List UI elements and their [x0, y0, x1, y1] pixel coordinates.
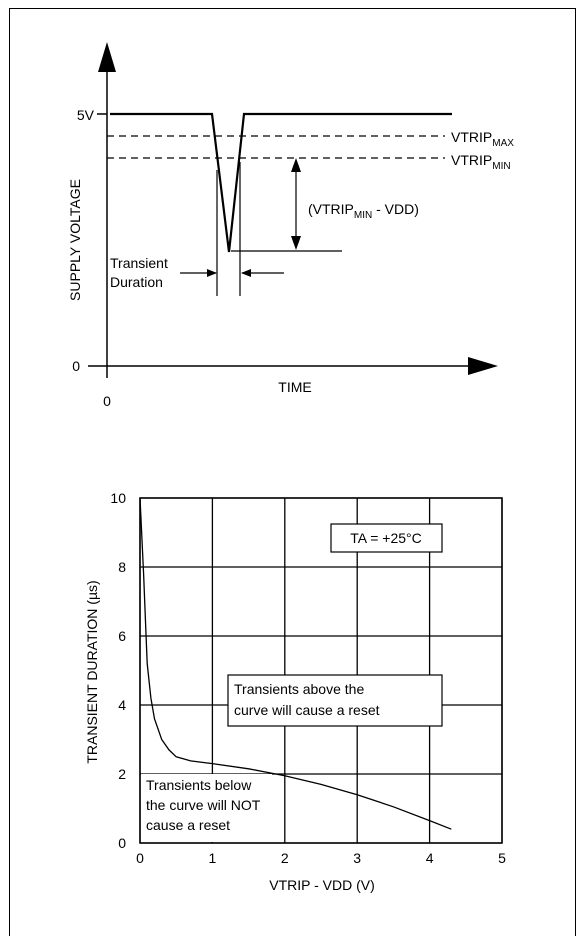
tick-label-0v: 0 — [72, 358, 80, 374]
diagram-y-axis-arrowhead — [98, 42, 116, 72]
transient-duration-chart: 0 1 2 3 4 5 0 2 4 6 8 10 TRANSIENT DURATION (µs) V… — [84, 490, 506, 893]
diagram-x-axis-arrowhead — [468, 357, 498, 375]
y-tick-label-4: 8 — [118, 559, 126, 575]
annotation-below-box — [141, 774, 272, 842]
y-tick-label-0: 0 — [118, 835, 126, 851]
y-tick-label-2: 4 — [118, 697, 126, 713]
difference-arrow-up — [291, 158, 301, 172]
x-tick-label-3: 3 — [353, 850, 361, 866]
transient-label-line1: Transient — [110, 255, 168, 271]
annotation-below-line3: cause a reset — [146, 817, 230, 833]
vtrip-max-label: VTRIPMAX — [451, 129, 514, 149]
condition-label-box — [330, 523, 443, 553]
annotation-above-line2: curve will cause a reset — [234, 702, 380, 718]
annotation-above-box — [227, 674, 443, 727]
condition-label: TA = +25°C — [350, 530, 422, 546]
annotation-below-line1: Transients below — [146, 777, 252, 793]
chart-plot-border — [139, 497, 503, 844]
supply-voltage-diagram: 5V 0 0 SUPPLY VOLTAGE TIME VTRIPMAX VTRI… — [67, 42, 514, 409]
vtrip-min-label-sub: MIN — [492, 161, 510, 172]
annotation-below-line2: the curve will NOT — [146, 797, 261, 813]
difference-label: (VTRIPMIN - VDD) — [308, 201, 419, 221]
x-tick-label-4: 4 — [426, 850, 434, 866]
supply-waveform — [110, 112, 452, 253]
chart-x-tick-labels: 0 1 2 3 4 5 — [136, 850, 506, 866]
chart-x-axis-title: VTRIP - VDD (V) — [269, 877, 375, 893]
vtrip-max-label-main: VTRIP — [451, 129, 492, 145]
x-tick-label-2: 2 — [281, 850, 289, 866]
transient-label-line2: Duration — [110, 274, 163, 290]
x-tick-label-5: 5 — [498, 850, 506, 866]
tick-label-time-0: 0 — [103, 393, 111, 409]
annotation-above-line1: Transients above the — [234, 681, 364, 697]
vtrip-min-label-main: VTRIP — [451, 152, 492, 168]
x-tick-label-1: 1 — [209, 850, 217, 866]
difference-label-open: (VTRIP — [308, 201, 354, 217]
chart-y-tick-labels: 0 2 4 6 8 10 — [110, 490, 126, 851]
figure-frame — [9, 8, 576, 936]
y-tick-label-5: 10 — [110, 490, 126, 506]
chart-y-axis-title: TRANSIENT DURATION (µs) — [84, 580, 100, 763]
y-axis-title-supply-voltage: SUPPLY VOLTAGE — [67, 179, 83, 301]
transient-duration-curve — [139, 497, 452, 830]
x-tick-label-0: 0 — [136, 850, 144, 866]
x-axis-title-time: TIME — [278, 379, 311, 395]
y-tick-label-1: 2 — [118, 766, 126, 782]
difference-label-rest: - VDD) — [372, 201, 419, 217]
vtrip-min-label: VTRIPMIN — [451, 152, 511, 172]
tick-label-5v: 5V — [77, 107, 95, 123]
difference-label-sub: MIN — [354, 210, 372, 221]
vtrip-max-label-sub: MAX — [492, 138, 514, 149]
difference-arrow-down — [291, 236, 301, 250]
y-tick-label-3: 6 — [118, 628, 126, 644]
